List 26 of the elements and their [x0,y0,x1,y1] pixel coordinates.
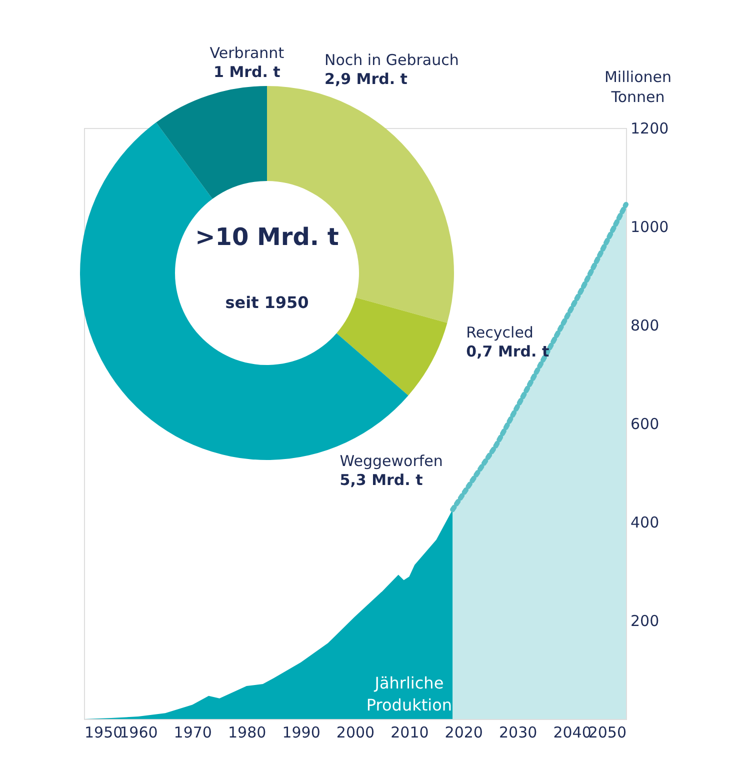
y-axis-title: Millionen Tonnen [604,68,672,106]
x-tick-label: 2010 [390,724,429,742]
x-tick-label: 2030 [499,724,538,742]
series-label: Jährliche Produktion [366,673,452,714]
data-label: 5,3 Mrd. t [340,471,423,490]
x-tick-label: 2000 [336,724,375,742]
x-tick-label: 2020 [444,724,483,742]
donut-slice [156,86,267,199]
y-tick-label: 1200 [630,120,669,138]
donut-slice [336,298,448,396]
annotation: seit 1950 [225,293,309,312]
y-tick-label: 800 [630,316,660,334]
slice-label: Noch in Gebrauch [324,50,459,69]
y-tick-label: 400 [630,514,660,532]
slice-label: Verbrannt [210,44,284,62]
y-tick-label: 200 [630,612,660,630]
annotation: >10 Mrd. t [195,223,339,251]
y-tick-label: 600 [630,415,660,433]
slice-label: Weggeworfen [340,452,443,470]
x-tick-label: 1970 [174,724,212,742]
y-tick-label: 1000 [630,218,669,236]
data-label: 1 Mrd. t [214,62,280,81]
x-tick-label: 1990 [282,724,320,742]
data-label: 2,9 Mrd. t [324,70,408,88]
x-tick-label: 1980 [228,724,266,742]
slice-label: Recycled [466,324,534,342]
